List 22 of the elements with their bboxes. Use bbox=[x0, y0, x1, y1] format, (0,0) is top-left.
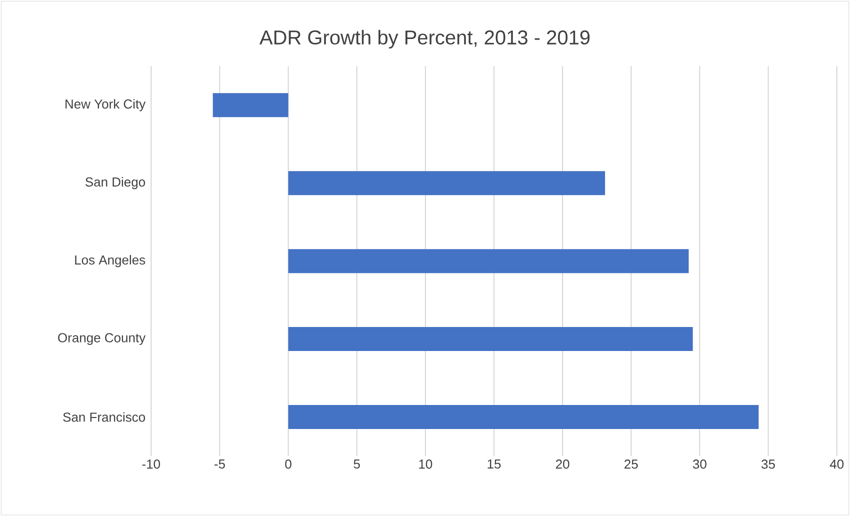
y-tick-label: San Francisco bbox=[63, 412, 146, 422]
x-tick-label: 30 bbox=[692, 459, 706, 469]
x-tick-label: 25 bbox=[624, 459, 638, 469]
bar bbox=[288, 249, 689, 273]
y-tick-label: San Diego bbox=[86, 176, 146, 190]
bar bbox=[288, 326, 693, 351]
x-tick-label: 35 bbox=[762, 459, 775, 469]
bar bbox=[288, 171, 606, 196]
y-tick-label: Los Angeles bbox=[75, 254, 146, 268]
y-tick-label: New York City bbox=[66, 99, 146, 112]
bar bbox=[212, 93, 288, 118]
x-tick-label: 15 bbox=[488, 459, 501, 469]
x-tick-label: 5 bbox=[354, 459, 360, 469]
x-tick-label: -5 bbox=[214, 459, 225, 469]
x-tick-label: 20 bbox=[556, 459, 570, 469]
x-tick-label: 10 bbox=[419, 459, 432, 469]
chart-title: ADR Growth by Percent, 2013 - 2019 bbox=[259, 30, 590, 48]
x-tick-label: 40 bbox=[830, 459, 844, 469]
x-tick-label: -10 bbox=[142, 459, 160, 469]
x-tick-label: 0 bbox=[285, 459, 292, 469]
bar bbox=[288, 404, 759, 429]
y-tick-label: Orange County bbox=[58, 333, 146, 345]
